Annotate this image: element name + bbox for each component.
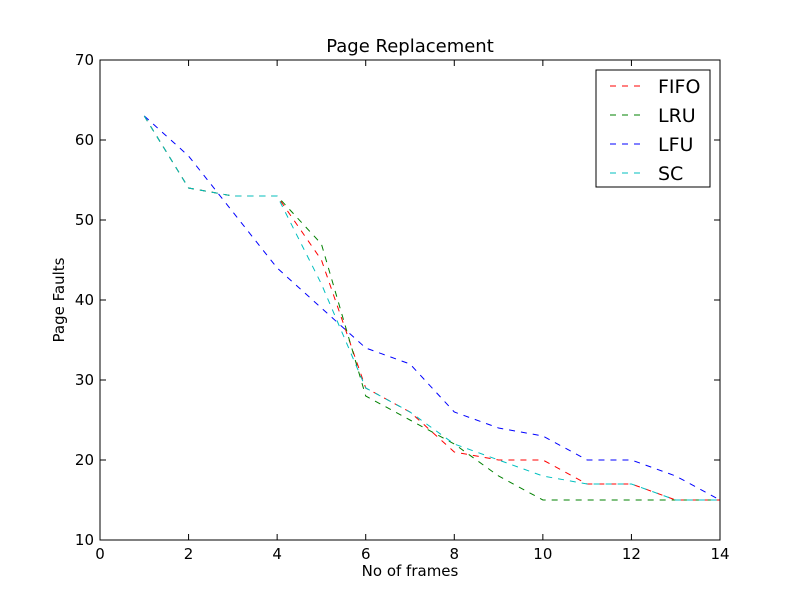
x-tick-label: 6 [361, 545, 371, 563]
y-tick-label: 40 [75, 291, 94, 309]
x-tick-label: 2 [184, 545, 194, 563]
y-tick-label: 30 [75, 371, 94, 389]
y-tick-label: 60 [75, 131, 94, 149]
series-line-sc [143, 115, 720, 501]
legend-label-lfu: LFU [658, 134, 693, 156]
x-tick-label: 8 [450, 545, 460, 563]
plot-lines [143, 115, 721, 501]
legend-box [595, 69, 711, 188]
y-tick-label: 70 [75, 51, 94, 69]
x-axis-ticks: 0 2 4 6 8 10 12 14 [95, 60, 730, 563]
legend-label-fifo: FIFO [658, 76, 700, 98]
legend-label-sc: SC [658, 163, 683, 185]
x-tick-label: 4 [272, 545, 282, 563]
series-line-lfu [143, 115, 721, 501]
legend-label-lru: LRU [658, 105, 696, 127]
x-tick-label: 0 [95, 545, 105, 563]
legend: FIFO LRU LFU SC [595, 69, 711, 188]
chart-title: Page Replacement [326, 36, 494, 57]
x-tick-label: 14 [710, 545, 729, 563]
x-axis-label: No of frames [362, 562, 459, 580]
x-tick-label: 10 [533, 545, 552, 563]
y-tick-label: 20 [75, 451, 94, 469]
y-tick-label: 50 [75, 211, 94, 229]
y-axis-ticks: 10 20 30 40 50 60 70 [75, 51, 720, 549]
y-axis-label: Page Faults [50, 257, 68, 342]
y-tick-label: 10 [75, 531, 94, 549]
x-tick-label: 12 [622, 545, 641, 563]
